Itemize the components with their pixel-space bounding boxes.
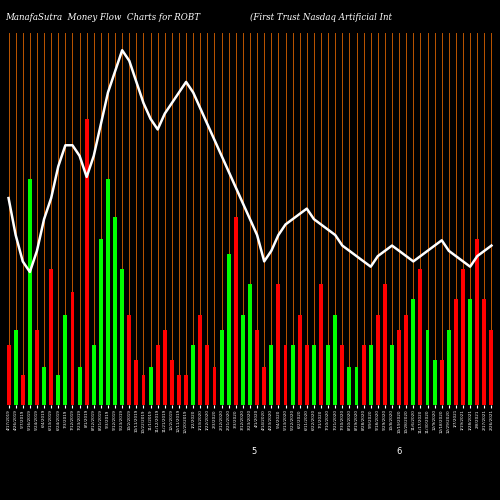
Bar — [490, 330, 494, 405]
Bar — [276, 284, 280, 405]
Bar — [177, 375, 181, 405]
Bar — [418, 270, 422, 405]
Bar — [440, 360, 444, 405]
Bar — [120, 270, 124, 405]
Bar — [134, 360, 138, 405]
Bar — [447, 330, 451, 405]
Bar — [220, 330, 224, 405]
Bar — [319, 284, 323, 405]
Bar — [284, 344, 288, 405]
Bar — [461, 270, 465, 405]
Bar — [362, 344, 366, 405]
Bar — [426, 330, 430, 405]
Bar — [376, 314, 380, 405]
Bar — [390, 344, 394, 405]
Bar — [212, 368, 216, 405]
Text: 5: 5 — [251, 447, 256, 456]
Text: ManafaSutra  Money Flow  Charts for ROBT: ManafaSutra Money Flow Charts for ROBT — [5, 12, 200, 22]
Bar — [383, 284, 387, 405]
Bar — [234, 216, 238, 405]
Bar — [369, 344, 372, 405]
Bar — [99, 239, 103, 405]
Bar — [334, 314, 337, 405]
Bar — [35, 330, 39, 405]
Bar — [305, 344, 309, 405]
Bar — [113, 216, 117, 405]
Bar — [198, 314, 202, 405]
Bar — [226, 254, 230, 405]
Bar — [56, 375, 60, 405]
Bar — [70, 292, 74, 405]
Bar — [184, 375, 188, 405]
Bar — [14, 330, 18, 405]
Bar — [270, 344, 274, 405]
Bar — [326, 344, 330, 405]
Bar — [49, 270, 53, 405]
Text: 6: 6 — [396, 447, 402, 456]
Bar — [348, 368, 352, 405]
Bar — [42, 368, 46, 405]
Bar — [28, 179, 32, 405]
Bar — [106, 179, 110, 405]
Bar — [148, 368, 152, 405]
Bar — [64, 314, 68, 405]
Bar — [191, 344, 195, 405]
Bar — [397, 330, 401, 405]
Text: (First Trust Nasdaq Artificial Int: (First Trust Nasdaq Artificial Int — [250, 12, 392, 22]
Bar — [128, 314, 131, 405]
Bar — [248, 284, 252, 405]
Bar — [432, 360, 436, 405]
Bar — [142, 375, 146, 405]
Bar — [412, 300, 416, 405]
Bar — [340, 344, 344, 405]
Bar — [298, 314, 302, 405]
Bar — [78, 368, 82, 405]
Bar — [255, 330, 259, 405]
Bar — [206, 344, 210, 405]
Bar — [6, 344, 10, 405]
Bar — [468, 300, 472, 405]
Bar — [476, 239, 479, 405]
Bar — [92, 344, 96, 405]
Bar — [482, 300, 486, 405]
Bar — [312, 344, 316, 405]
Bar — [156, 344, 160, 405]
Bar — [354, 368, 358, 405]
Bar — [262, 368, 266, 405]
Bar — [290, 344, 294, 405]
Bar — [163, 330, 166, 405]
Bar — [454, 300, 458, 405]
Bar — [241, 314, 245, 405]
Bar — [21, 375, 24, 405]
Bar — [404, 314, 408, 405]
Bar — [84, 118, 88, 405]
Bar — [170, 360, 174, 405]
